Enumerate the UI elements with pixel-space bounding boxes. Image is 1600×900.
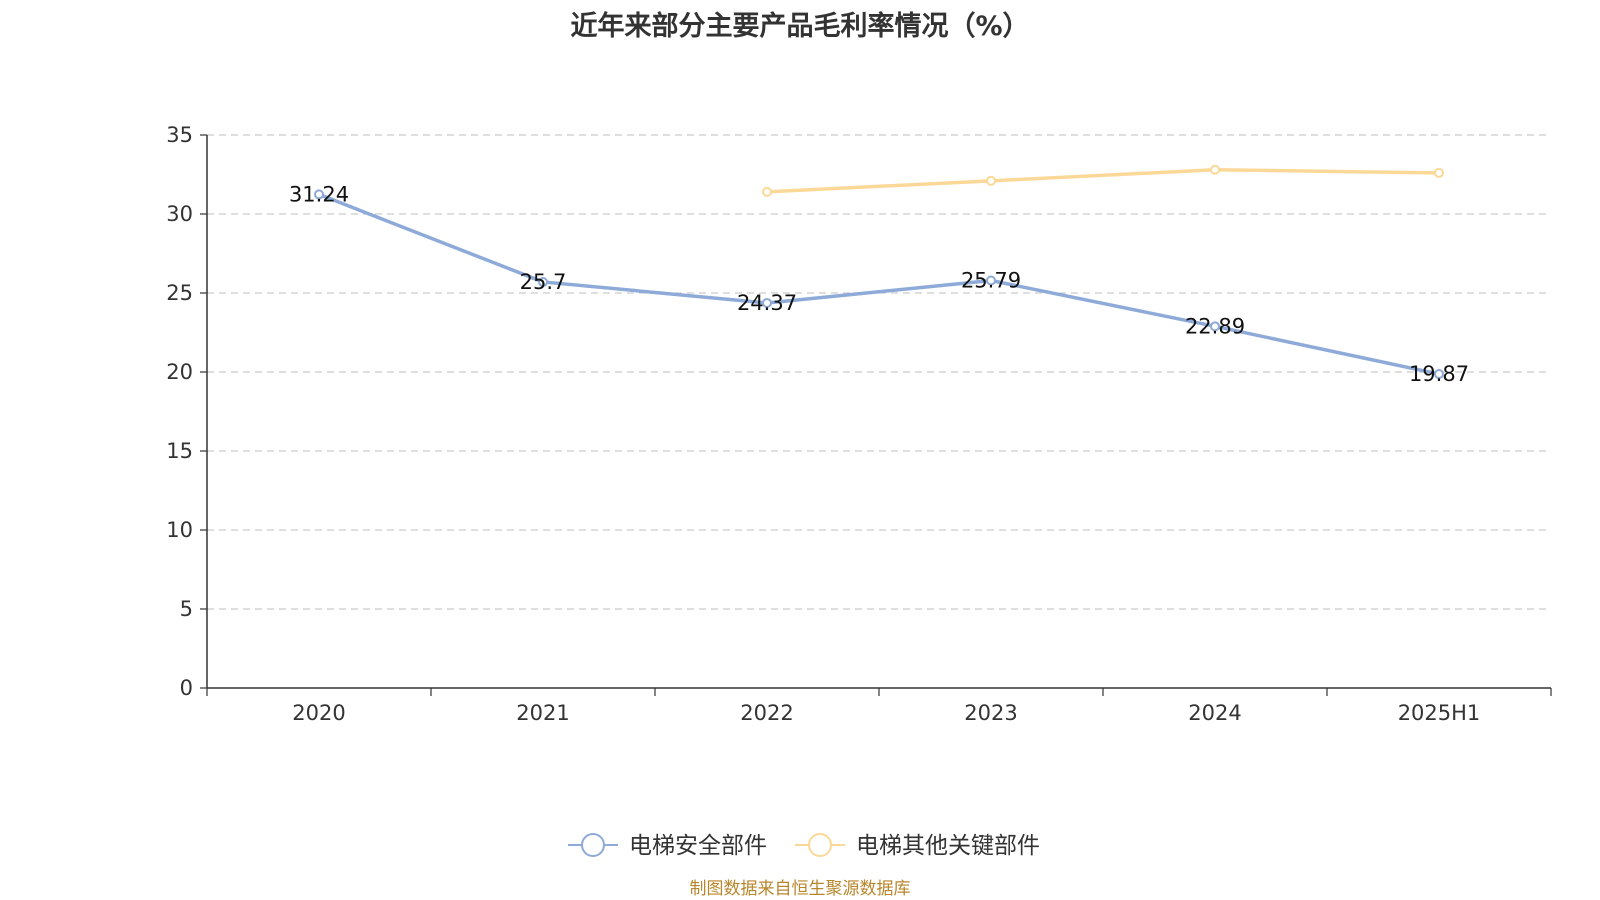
data-point	[314, 189, 324, 200]
data-point	[762, 297, 772, 308]
data-label: 22.89	[1185, 314, 1245, 338]
data-label: 19.87	[1409, 362, 1469, 386]
legend-label: 电梯其他关键部件	[856, 833, 1040, 859]
data-point	[1210, 321, 1220, 332]
x-tick-label: 2023	[964, 701, 1017, 725]
data-point	[1210, 164, 1220, 175]
data-point	[1434, 167, 1444, 178]
data-label: 31.24	[289, 182, 349, 206]
data-point	[538, 276, 548, 287]
legend-label: 电梯安全部件	[629, 833, 767, 859]
y-tick-label: 10	[166, 518, 193, 542]
data-point	[762, 186, 772, 197]
axes: 0 5 10 15 20 25 30 35 2020 2021 2022 2023 2024 2025H1	[166, 123, 1552, 725]
legend-item: 电梯安全部件	[568, 833, 767, 859]
data-point	[986, 175, 996, 186]
x-tick-label: 2024	[1188, 701, 1241, 725]
chart-title: 近年来部分主要产品毛利率情况（%）	[570, 11, 1030, 42]
x-tick-label: 2020	[292, 701, 345, 725]
x-tick-label: 2021	[516, 701, 569, 725]
x-tick-label: 2025H1	[1398, 701, 1481, 725]
y-tick-label: 15	[166, 439, 193, 463]
x-tick-label: 2022	[740, 701, 793, 725]
y-tick-label: 5	[180, 597, 193, 621]
legend-item: 电梯其他关键部件	[795, 833, 1040, 859]
y-tick-label: 20	[166, 360, 193, 384]
series-line-2	[766, 168, 1440, 194]
series-line-1	[318, 192, 1440, 376]
data-labels: 31.24 25.7 24.37 25.79 22.89 19.87	[289, 182, 1469, 386]
source-note: 制图数据来自恒生聚源数据库	[689, 879, 911, 899]
data-label: 25.7	[520, 270, 567, 294]
y-tick-label: 35	[166, 123, 193, 147]
y-tick-label: 0	[180, 676, 193, 700]
series-lines	[314, 164, 1444, 380]
data-point	[1434, 369, 1444, 380]
data-point	[986, 275, 996, 286]
legend: 电梯安全部件 电梯其他关键部件	[568, 833, 1040, 859]
data-label: 24.37	[737, 291, 797, 315]
data-label: 25.79	[961, 269, 1021, 293]
legend-marker	[808, 833, 832, 857]
grid-lines	[207, 134, 1551, 610]
y-tick-label: 25	[166, 281, 193, 305]
legend-marker	[581, 833, 605, 857]
y-tick-label: 30	[166, 202, 193, 226]
